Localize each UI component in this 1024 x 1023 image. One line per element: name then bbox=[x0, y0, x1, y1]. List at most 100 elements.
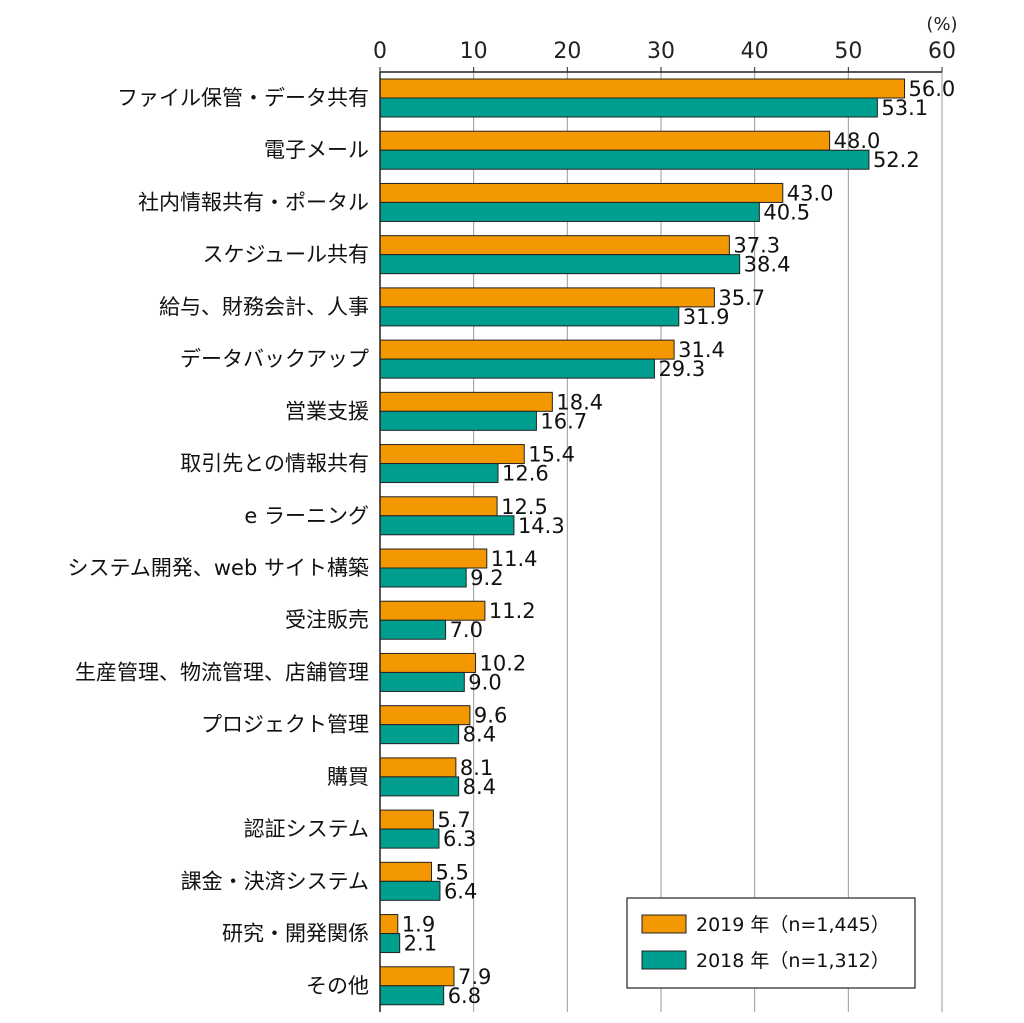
category-label: 営業支援 bbox=[285, 399, 369, 423]
data-label: 35.7 bbox=[718, 286, 765, 310]
bar-series2 bbox=[379, 933, 401, 954]
legend-swatch bbox=[641, 950, 687, 970]
x-tick-label: 10 bbox=[460, 39, 488, 64]
category-label: 電子メール bbox=[264, 138, 369, 162]
category-label: 生産管理、物流管理、店舗管理 bbox=[75, 660, 369, 684]
x-tick-label: 30 bbox=[647, 39, 675, 64]
data-label: 2.1 bbox=[404, 932, 437, 956]
bar-series1 bbox=[379, 652, 477, 673]
category-label: ファイル保管・データ共有 bbox=[117, 86, 369, 110]
bar-series2 bbox=[379, 880, 441, 901]
bar-series1 bbox=[379, 757, 457, 778]
data-label: 48.0 bbox=[834, 129, 881, 153]
x-tick-label: 40 bbox=[741, 39, 769, 64]
bar-series2 bbox=[379, 776, 460, 797]
data-label: 56.0 bbox=[909, 77, 956, 101]
data-label: 15.4 bbox=[528, 443, 575, 467]
bar-series1 bbox=[379, 235, 730, 256]
data-label: 11.2 bbox=[489, 599, 536, 623]
data-label: 14.3 bbox=[518, 514, 565, 538]
bar-series2 bbox=[379, 463, 499, 484]
category-label: 給与、財務会計、人事 bbox=[159, 295, 369, 319]
bar-series2 bbox=[379, 254, 741, 275]
data-label: 18.4 bbox=[556, 390, 603, 414]
data-label: 8.1 bbox=[460, 756, 493, 780]
data-label: 9.0 bbox=[468, 670, 501, 694]
bar-series1 bbox=[379, 130, 831, 151]
data-label: 7.0 bbox=[450, 618, 483, 642]
category-label: システム開発、web サイト構築 bbox=[68, 556, 369, 580]
unit-label: (%) bbox=[926, 14, 957, 35]
data-label: 12.6 bbox=[502, 462, 549, 486]
data-label: 8.4 bbox=[463, 723, 496, 747]
data-label: 6.8 bbox=[448, 984, 481, 1008]
bar-series1 bbox=[379, 914, 399, 935]
bar-series2 bbox=[379, 567, 467, 588]
bar-series2 bbox=[379, 828, 440, 849]
bar-series1 bbox=[379, 861, 433, 882]
legend-label: 2019 年（n=1,445） bbox=[696, 914, 890, 936]
x-tick-label: 0 bbox=[373, 39, 387, 64]
bar-series1 bbox=[379, 339, 675, 360]
x-tick-label: 50 bbox=[834, 39, 862, 64]
data-label: 16.7 bbox=[540, 409, 587, 433]
data-label: 11.4 bbox=[491, 547, 538, 571]
category-label: 購買 bbox=[327, 765, 369, 789]
data-label: 31.4 bbox=[678, 338, 725, 362]
data-label: 5.5 bbox=[436, 860, 469, 884]
bar-series2 bbox=[379, 97, 878, 118]
bar-series2 bbox=[379, 671, 465, 692]
data-label: 53.1 bbox=[881, 96, 928, 120]
category-label: 課金・決済システム bbox=[181, 869, 369, 893]
category-label: 社内情報共有・ポータル bbox=[138, 190, 369, 214]
category-label: 取引先との情報共有 bbox=[180, 452, 369, 476]
bar-series1 bbox=[379, 287, 715, 308]
bar-series1 bbox=[379, 966, 455, 987]
legend-swatch bbox=[641, 914, 687, 934]
data-label: 43.0 bbox=[787, 181, 834, 205]
data-label: 31.9 bbox=[683, 305, 730, 329]
bar-series2 bbox=[379, 515, 515, 536]
data-label: 10.2 bbox=[480, 651, 527, 675]
data-label: 9.2 bbox=[470, 566, 503, 590]
category-label: プロジェクト管理 bbox=[201, 713, 369, 737]
x-tick-label: 20 bbox=[553, 39, 581, 64]
bar-series2 bbox=[379, 201, 760, 222]
category-label: 受注販売 bbox=[285, 608, 369, 632]
x-tick-label: 60 bbox=[928, 39, 956, 64]
data-label: 52.2 bbox=[873, 148, 920, 172]
category-label: スケジュール共有 bbox=[202, 243, 369, 267]
data-label: 12.5 bbox=[501, 495, 548, 519]
category-label: 研究・開発関係 bbox=[222, 922, 369, 946]
legend-label: 2018 年（n=1,312） bbox=[696, 950, 890, 972]
data-label: 6.3 bbox=[443, 827, 476, 851]
bar-series2 bbox=[379, 410, 537, 431]
data-label: 8.4 bbox=[463, 775, 496, 799]
bar-series1 bbox=[379, 809, 434, 830]
bar-series1 bbox=[379, 705, 471, 726]
bar-series2 bbox=[379, 149, 870, 170]
data-label: 5.7 bbox=[437, 808, 470, 832]
legend-box bbox=[626, 897, 916, 989]
data-label: 29.3 bbox=[658, 357, 705, 381]
data-label: 1.9 bbox=[402, 913, 435, 937]
bar-series2 bbox=[379, 724, 460, 745]
bar-series1 bbox=[379, 78, 906, 99]
data-label: 9.6 bbox=[474, 704, 507, 728]
bar-series2 bbox=[379, 358, 655, 379]
data-label: 37.3 bbox=[733, 234, 780, 258]
bar-series2 bbox=[379, 306, 680, 327]
category-label: その他 bbox=[306, 974, 369, 998]
data-label: 7.9 bbox=[458, 965, 491, 989]
category-label: 認証システム bbox=[244, 817, 369, 841]
bar-series2 bbox=[379, 619, 447, 640]
data-label: 38.4 bbox=[744, 253, 791, 277]
bar-series1 bbox=[379, 496, 498, 517]
data-label: 6.4 bbox=[444, 879, 477, 903]
category-label: e ラーニング bbox=[244, 504, 369, 528]
category-label: データバックアップ bbox=[180, 347, 369, 371]
data-label: 40.5 bbox=[763, 200, 810, 224]
bar-series1 bbox=[379, 182, 784, 203]
bar-series1 bbox=[379, 391, 553, 412]
